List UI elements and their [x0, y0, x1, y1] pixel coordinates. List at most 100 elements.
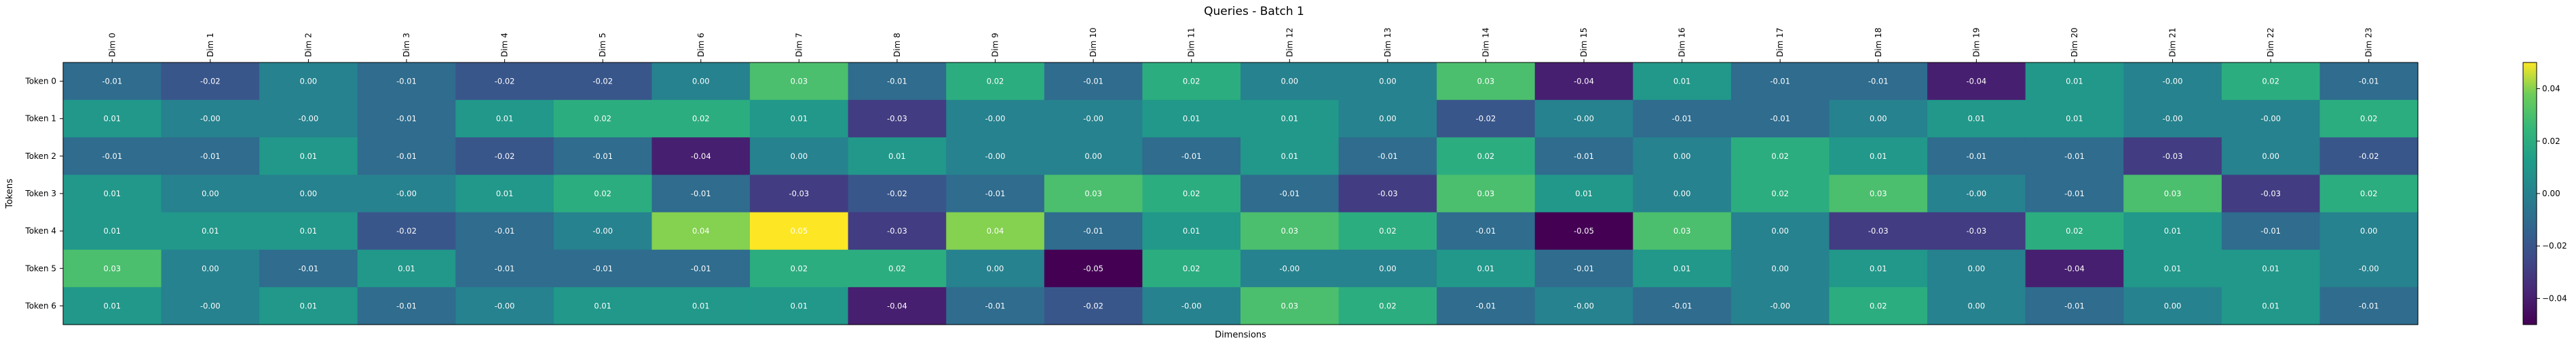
heatmap-cell	[1927, 62, 2026, 101]
heatmap-cells	[63, 62, 2419, 325]
cell-value-label: 0.00	[1673, 189, 1691, 198]
heatmap-cell	[553, 249, 653, 288]
cell-value-label: -0.00	[1279, 263, 1300, 273]
x-tick-label: Dim 10	[1088, 28, 1098, 57]
x-tick-label: Dim 19	[1971, 28, 1981, 57]
cell-value-label: -0.01	[396, 114, 417, 124]
cell-value-label: 0.00	[1771, 226, 1789, 236]
heatmap-cell	[1240, 287, 1340, 325]
heatmap-cell	[946, 175, 1045, 213]
cell-value-label: -0.01	[691, 263, 711, 273]
cell-value-label: 0.01	[300, 301, 318, 310]
x-axis-label: Dimensions	[1215, 330, 1266, 340]
cell-value-label: 0.00	[1968, 301, 1986, 310]
x-tick-label: Dim 13	[1383, 28, 1393, 57]
cell-value-label: -0.00	[2163, 114, 2183, 124]
heatmap-cell	[1927, 100, 2026, 138]
heatmap-cell	[2123, 212, 2222, 251]
cell-value-label: -0.03	[2260, 189, 2281, 198]
cell-value-label: -0.02	[2359, 151, 2379, 161]
heatmap-cell	[455, 100, 554, 138]
colorbar-ticks: 0.04 0.02 0.00 −0.02 −0.04	[2537, 84, 2567, 303]
heatmap-cell	[1142, 212, 1241, 251]
chart-title: Queries - Batch 1	[1204, 5, 1304, 18]
heatmap-cell	[1534, 137, 1633, 176]
cell-value-label: -0.01	[1083, 77, 1103, 86]
heatmap-cell	[1927, 175, 2026, 213]
heatmap-cell	[1829, 62, 1928, 101]
cell-value-label: -0.00	[1181, 301, 1202, 310]
heatmap-cell	[1534, 212, 1633, 251]
heatmap-cell	[1730, 100, 1830, 138]
cell-value-label: 0.03	[1870, 189, 1887, 198]
cell-value-label: 0.01	[103, 114, 121, 124]
colorbar-tick-label: 0.04	[2542, 84, 2560, 94]
heatmap-cell	[2123, 100, 2222, 138]
cell-value-label: -0.00	[985, 151, 1006, 161]
heatmap-cell	[2221, 137, 2321, 176]
heatmap-cell	[1730, 62, 1830, 101]
heatmap-cell	[750, 137, 849, 176]
heatmap-cell	[2123, 137, 2222, 176]
cell-value-label: -0.00	[985, 114, 1006, 124]
cell-value-label: -0.01	[985, 301, 1006, 310]
heatmap-cell	[1633, 62, 1732, 101]
cell-value-label: 0.05	[791, 226, 808, 236]
cell-value-label: -0.01	[396, 301, 417, 310]
x-tick-label: Dim 12	[1285, 28, 1294, 57]
heatmap-cell	[2123, 62, 2222, 101]
cell-value-label: 0.02	[2360, 189, 2378, 198]
cell-value-label: -0.00	[200, 114, 221, 124]
cell-value-label: 0.01	[398, 263, 415, 273]
heatmap-cell	[357, 137, 456, 176]
cell-value-label: 0.01	[103, 301, 121, 310]
cell-value-label: -0.01	[396, 151, 417, 161]
heatmap-cell	[161, 62, 260, 101]
cell-value-label: 0.03	[1477, 77, 1495, 86]
heatmap-cell	[946, 212, 1045, 251]
heatmap-cell	[1829, 100, 1928, 138]
colorbar-tick-label: −0.02	[2542, 241, 2567, 251]
heatmap-cell	[848, 175, 947, 213]
y-tick-label: Token 5	[24, 263, 56, 273]
heatmap-cell	[2123, 287, 2222, 325]
cell-value-label: -0.01	[1083, 226, 1103, 236]
heatmap-cell	[1044, 212, 1143, 251]
cell-value-label: -0.02	[495, 77, 515, 86]
cell-value-label: 0.00	[202, 263, 219, 273]
heatmap-cell	[1338, 100, 1437, 138]
heatmap-cell	[1534, 100, 1633, 138]
x-tick-label: Dim 22	[2266, 28, 2275, 57]
x-tick-label: Dim 5	[598, 33, 607, 57]
cell-value-label: 0.01	[1575, 189, 1593, 198]
heatmap-cell	[750, 100, 849, 138]
heatmap-cell	[1044, 249, 1143, 288]
heatmap-cell	[357, 175, 456, 213]
cell-value-label: 0.01	[1968, 114, 1986, 124]
cell-value-label: 0.01	[1477, 263, 1495, 273]
heatmap-cell	[1338, 249, 1437, 288]
cell-value-label: -0.01	[1770, 114, 1790, 124]
cell-value-label: 0.01	[1870, 151, 1887, 161]
cell-value-label: -0.03	[887, 226, 907, 236]
heatmap-cell	[455, 175, 554, 213]
x-tick-label: Dim 15	[1579, 28, 1589, 57]
heatmap-cell	[1240, 212, 1340, 251]
cell-value-label: 0.01	[2066, 114, 2083, 124]
heatmap-cell	[1927, 212, 2026, 251]
x-tick-label: Dim 9	[991, 33, 1000, 57]
cell-value-label: 0.01	[791, 301, 808, 310]
heatmap-cell	[161, 175, 260, 213]
cell-value-label: 0.01	[103, 189, 121, 198]
heatmap-cell	[455, 137, 554, 176]
heatmap-cell	[63, 287, 162, 325]
cell-value-label: -0.00	[200, 301, 221, 310]
cell-value-label: 0.02	[594, 189, 611, 198]
cell-value-label: 0.00	[1968, 263, 1986, 273]
heatmap-cell	[1633, 100, 1732, 138]
cell-value-label: -0.01	[1181, 151, 1202, 161]
cell-value-label: -0.01	[2359, 77, 2379, 86]
heatmap-cell	[651, 287, 751, 325]
cell-value-label: -0.03	[789, 189, 809, 198]
